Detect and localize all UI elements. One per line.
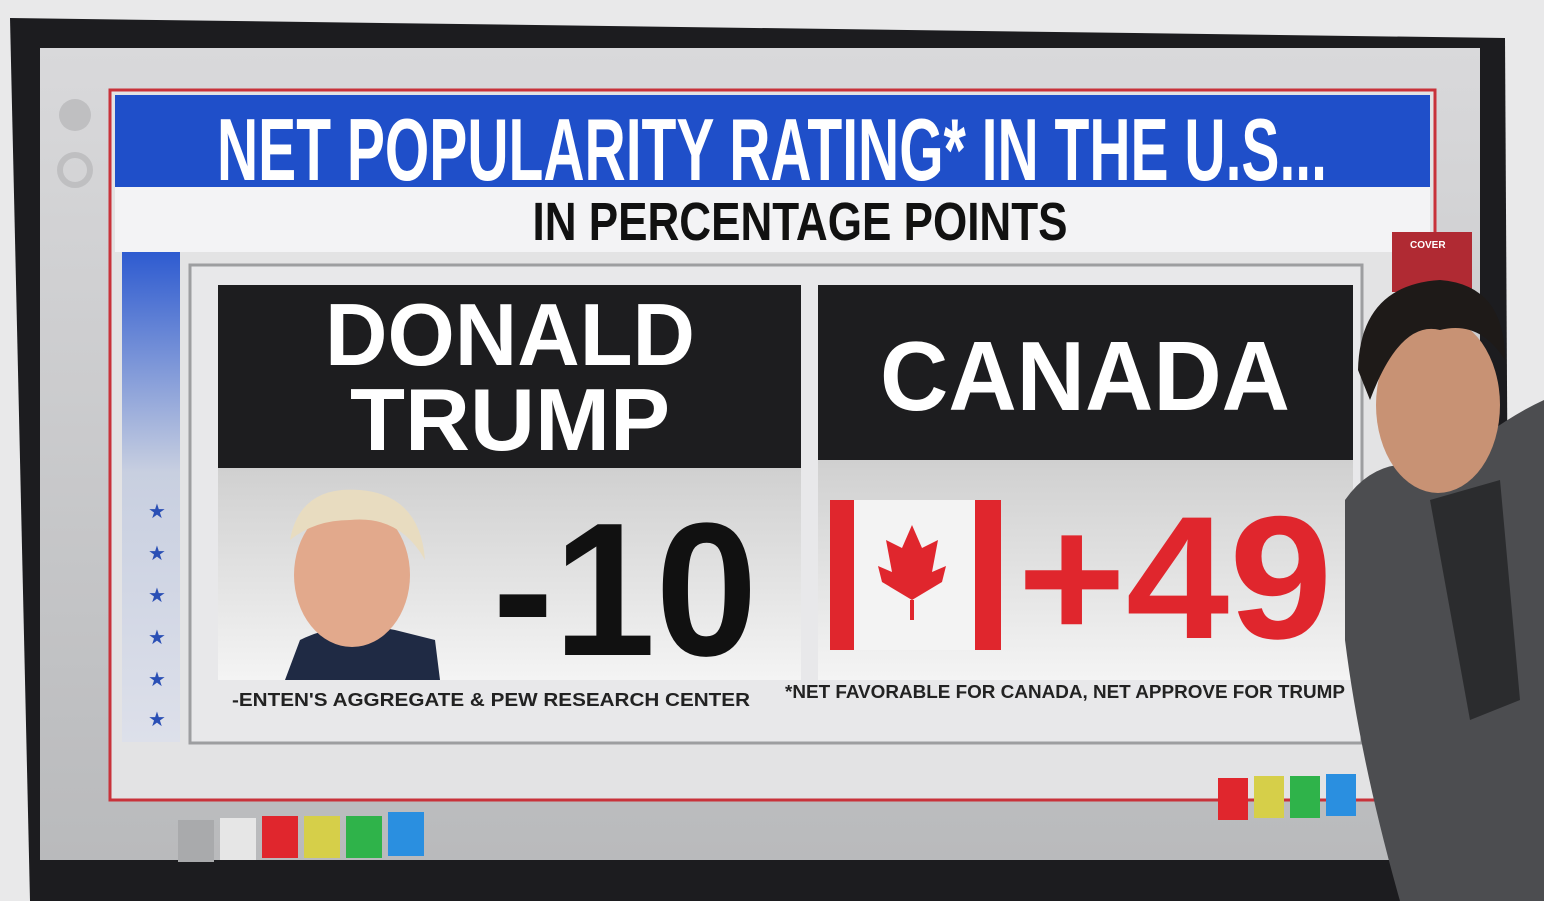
star: ★ [148, 501, 166, 523]
star: ★ [148, 627, 166, 649]
star: ★ [148, 543, 166, 565]
swatch[interactable] [1254, 776, 1284, 818]
face [294, 503, 410, 647]
title: NET POPULARITY RATING* IN THE U.S... [217, 100, 1327, 199]
swatch[interactable] [1218, 778, 1248, 820]
panel-value: +49 [1018, 481, 1333, 676]
swatch[interactable] [346, 816, 382, 858]
flag-bar [975, 500, 1001, 650]
star: ★ [148, 585, 166, 607]
star: ★ [148, 669, 166, 691]
swatch[interactable] [178, 820, 214, 862]
panel-label: DONALD [325, 285, 695, 384]
swatch[interactable] [262, 816, 298, 858]
panel-label: TRUMP [350, 370, 670, 469]
star: ★ [148, 709, 166, 731]
swatch[interactable] [388, 812, 424, 856]
gear-icon [59, 99, 91, 131]
suit [285, 626, 440, 680]
source-note: -ENTEN'S AGGREGATE & PEW RESEARCH CENTER [232, 690, 750, 710]
swatch[interactable] [220, 818, 256, 860]
portrait [285, 489, 440, 680]
refresh-icon [57, 152, 93, 188]
shirt [1430, 480, 1520, 720]
hair [1358, 280, 1505, 400]
subtitle-bar [115, 187, 1430, 252]
panel-header [218, 285, 801, 468]
panel-header [818, 285, 1353, 460]
panel-value: -10 [493, 484, 758, 696]
swatch[interactable] [1326, 774, 1356, 816]
color-swatches [178, 774, 1356, 862]
head [1376, 317, 1500, 493]
subtitle: IN PERCENTAGE POINTS [533, 192, 1068, 252]
presenter [1345, 280, 1544, 901]
side-tab-label: COVER [1410, 240, 1446, 251]
canada-flag [830, 500, 1001, 650]
swatch[interactable] [304, 816, 340, 858]
hair [290, 489, 425, 560]
title-bar [115, 95, 1430, 187]
side-stripe [122, 252, 180, 742]
flag-bar [830, 500, 854, 650]
stars: ★ ★ ★ ★ ★ ★ [148, 501, 166, 731]
maple-leaf [878, 525, 946, 620]
footnote: *NET FAVORABLE FOR CANADA, NET APPROVE F… [785, 682, 1345, 702]
panel-label: CANADA [880, 321, 1290, 431]
swatch[interactable] [1290, 776, 1320, 818]
